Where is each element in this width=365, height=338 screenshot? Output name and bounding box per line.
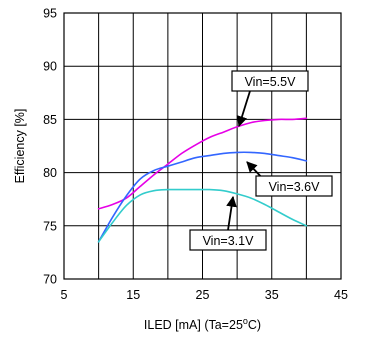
- x-axis-label: ILED [mA] (Ta=25oC): [144, 316, 261, 332]
- x-tick-label: 15: [126, 288, 140, 302]
- callout-arrow-2: [226, 195, 237, 231]
- series-label-1: Vin=3.6V: [269, 180, 321, 194]
- x-tick-label: 25: [196, 288, 210, 302]
- y-tick-label: 75: [43, 219, 57, 233]
- callout-box-2: [189, 229, 267, 251]
- plot-area-frame: [63, 12, 342, 280]
- series-line-1: [97, 151, 308, 243]
- x-tick-label: 35: [265, 288, 279, 302]
- y-tick-label: 95: [43, 7, 57, 21]
- series-line-0: [97, 117, 308, 210]
- callout-box-0: [231, 70, 309, 92]
- y-tick-label: 80: [43, 166, 57, 180]
- tick-labels: 5 15 25 35 45 70 75 80 85 90 95: [43, 7, 348, 303]
- y-tick-label: 90: [43, 60, 57, 74]
- y-axis-label: Efficiency [%]: [13, 109, 27, 184]
- callout-arrow-0: [236, 90, 251, 128]
- y-tick-label: 70: [43, 273, 57, 287]
- series-line-2: [97, 188, 308, 243]
- callout-box-1: [255, 175, 333, 197]
- x-tick-label: 45: [334, 288, 348, 302]
- series-label-0: Vin=5.5V: [245, 75, 297, 89]
- x-tick-label: 5: [61, 288, 68, 302]
- y-tick-label: 85: [43, 113, 57, 127]
- series-label-2: Vin=3.1V: [203, 234, 255, 248]
- series-layer: [97, 117, 308, 243]
- series-callouts: Vin=5.5V Vin=3.6V Vin=3.1V: [189, 70, 333, 251]
